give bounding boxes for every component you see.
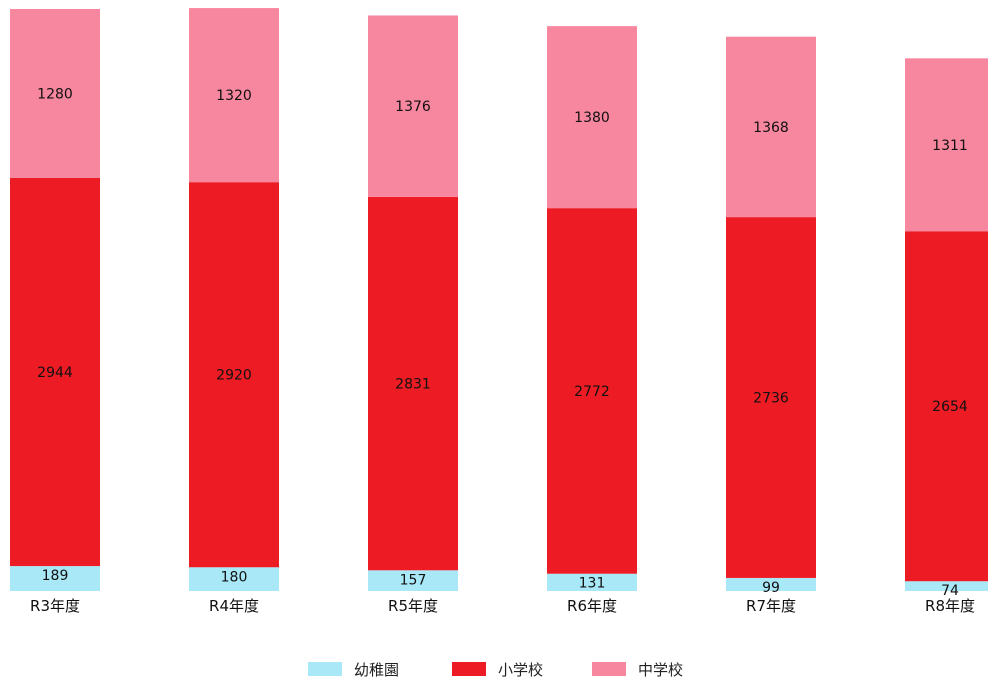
data-label-kindergarten-4: 99: [762, 580, 780, 596]
bar-kindergarten-5: [905, 581, 988, 591]
bar-juniorhigh-0: [10, 9, 100, 178]
bar-kindergarten-3: [547, 573, 637, 591]
data-label-kindergarten-0: 189: [42, 568, 69, 584]
data-label-elementary-1: 2920: [216, 368, 252, 384]
bar-juniorhigh-3: [547, 26, 637, 209]
legend-item-kindergarten: 幼稚園: [308, 658, 399, 680]
bar-juniorhigh-5: [905, 58, 988, 232]
legend-label-juniorhigh: 中学校: [638, 660, 684, 679]
bar-kindergarten-4: [726, 577, 816, 591]
bar-elementary-1: [189, 182, 279, 568]
data-label-elementary-5: 2654: [932, 399, 968, 415]
legend-item-juniorhigh: 中学校: [592, 658, 683, 680]
bar-juniorhigh-1: [189, 8, 279, 183]
data-label-kindergarten-3: 131: [579, 576, 606, 592]
data-label-kindergarten-5: 74: [941, 583, 959, 599]
data-label-elementary-2: 2831: [395, 377, 431, 393]
legend-label-kindergarten: 幼稚園: [354, 660, 400, 679]
data-label-juniorhigh-0: 1280: [37, 86, 73, 102]
x-tick-label-4: R7年度: [746, 597, 796, 615]
bar-elementary-4: [726, 217, 816, 578]
data-label-juniorhigh-1: 1320: [216, 88, 252, 104]
legend-label-elementary: 小学校: [498, 660, 544, 679]
bar-kindergarten-1: [189, 567, 279, 591]
legend-swatch-juniorhigh: [592, 662, 626, 676]
legend: 幼稚園 小学校 中学校: [0, 658, 988, 684]
data-label-juniorhigh-2: 1376: [395, 99, 431, 115]
data-label-kindergarten-2: 157: [400, 572, 427, 588]
data-label-juniorhigh-3: 1380: [574, 110, 610, 126]
bar-juniorhigh-4: [726, 36, 816, 218]
bar-kindergarten-2: [368, 570, 458, 591]
legend-swatch-kindergarten: [308, 662, 342, 676]
data-label-elementary-3: 2772: [574, 384, 610, 400]
bar-juniorhigh-2: [368, 15, 458, 197]
x-tick-label-3: R6年度: [567, 597, 617, 615]
bar-elementary-5: [905, 231, 988, 582]
data-label-elementary-0: 2944: [37, 365, 73, 381]
legend-swatch-elementary: [452, 662, 486, 676]
x-tick-label-0: R3年度: [30, 597, 80, 615]
data-label-kindergarten-1: 180: [221, 569, 248, 585]
legend-item-elementary: 小学校: [452, 658, 543, 680]
data-label-juniorhigh-5: 1311: [932, 138, 968, 154]
x-tick-label-5: R8年度: [925, 597, 975, 615]
stacked-bar-chart: 189 2944 1280 R3年度 180 2920 1320 R4年度 157 2831 137…: [10, 8, 988, 615]
bar-elementary-2: [368, 196, 458, 571]
data-label-juniorhigh-4: 1368: [753, 120, 789, 136]
bar-kindergarten-0: [10, 566, 100, 591]
x-tick-label-2: R5年度: [388, 597, 438, 615]
data-label-elementary-4: 2736: [753, 391, 789, 407]
bar-elementary-0: [10, 177, 100, 567]
bar-elementary-3: [547, 208, 637, 574]
x-tick-label-1: R4年度: [209, 597, 259, 615]
